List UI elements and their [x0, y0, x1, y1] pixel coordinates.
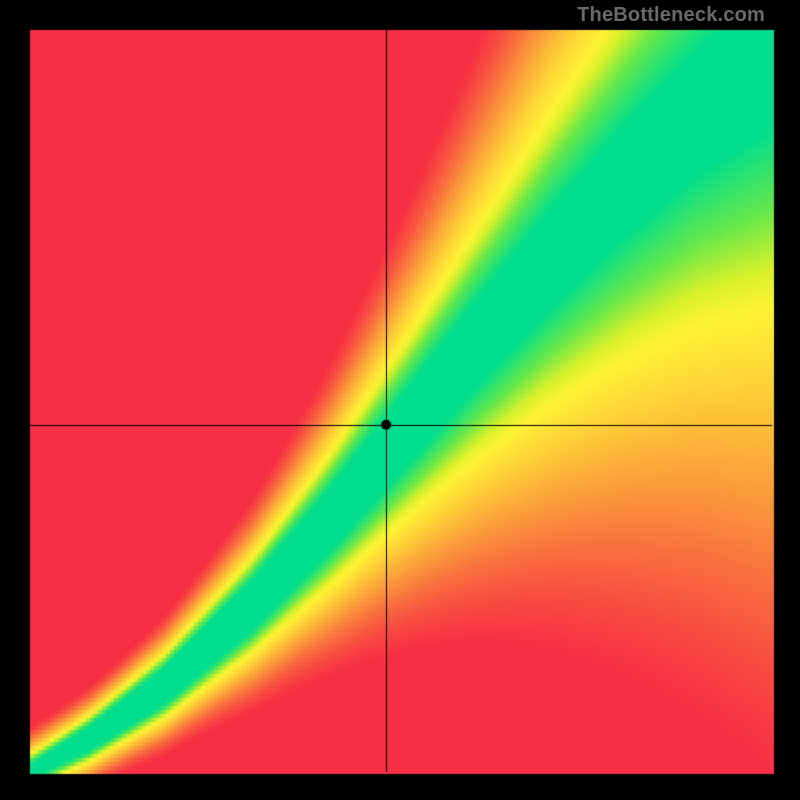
chart-container: TheBottleneck.com: [0, 0, 800, 800]
bottleneck-heatmap: [0, 0, 800, 800]
watermark-text: TheBottleneck.com: [577, 4, 765, 27]
